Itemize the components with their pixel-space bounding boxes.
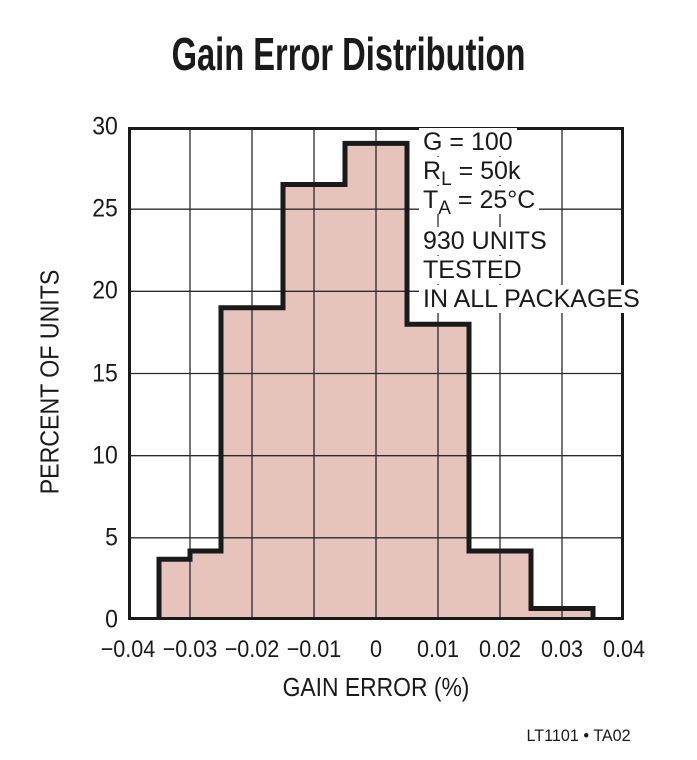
x-tick-label: 0.04 [602, 636, 646, 663]
x-tick-label: −0.02 [224, 636, 280, 663]
x-tick-label: 0 [369, 636, 383, 663]
note-text: TESTED [419, 256, 526, 284]
x-tick-label: 0.01 [416, 636, 460, 663]
y-tick-label: 20 [92, 276, 118, 305]
y-tick-label: 0 [105, 605, 118, 634]
y-tick-label: 30 [92, 112, 118, 141]
x-axis-title: GAIN ERROR (%) [282, 672, 470, 702]
x-tick-label: −0.01 [286, 636, 342, 663]
x-tick-label: 0.03 [540, 636, 584, 663]
plot-border [128, 127, 624, 620]
subscript: A [438, 198, 451, 219]
y-tick-label: 10 [92, 441, 118, 470]
figure-credit: LT1101 • TA02 [526, 726, 631, 745]
condition-line: RL = 50k [419, 157, 644, 189]
note-text: IN ALL PACKAGES [419, 285, 644, 313]
note-text: 930 UNITS [419, 227, 551, 255]
note-line: IN ALL PACKAGES [419, 285, 644, 314]
x-tick-label: −0.03 [162, 636, 218, 663]
note-line: TESTED [419, 256, 644, 285]
y-tick-label: 25 [92, 194, 118, 223]
x-tick-label: 0.02 [478, 636, 522, 663]
plot-area [128, 127, 624, 620]
annotation: G = 100 RL = 50k TA = 25°C 930 UNITS TESTED… [419, 128, 644, 314]
subscript: L [441, 169, 452, 190]
note-line: 930 UNITS [419, 227, 644, 256]
units-tested-note: 930 UNITS TESTED IN ALL PACKAGES [419, 227, 644, 314]
y-axis-title: PERCENT OF UNITS [34, 269, 65, 495]
condition-line: TA = 25°C [419, 186, 644, 218]
condition-text: TA = 25°C [419, 186, 540, 218]
condition-line: G = 100 [419, 128, 644, 157]
condition-text: RL = 50k [419, 157, 525, 189]
y-tick-label: 15 [92, 359, 118, 387]
histogram-outline [156, 140, 596, 620]
test-conditions: G = 100 RL = 50k TA = 25°C [419, 128, 644, 218]
condition-text: G = 100 [419, 128, 517, 156]
chart-title: Gain Error Distribution [171, 28, 526, 80]
x-tick-label: −0.04 [100, 636, 156, 663]
y-tick-label: 5 [105, 523, 118, 552]
